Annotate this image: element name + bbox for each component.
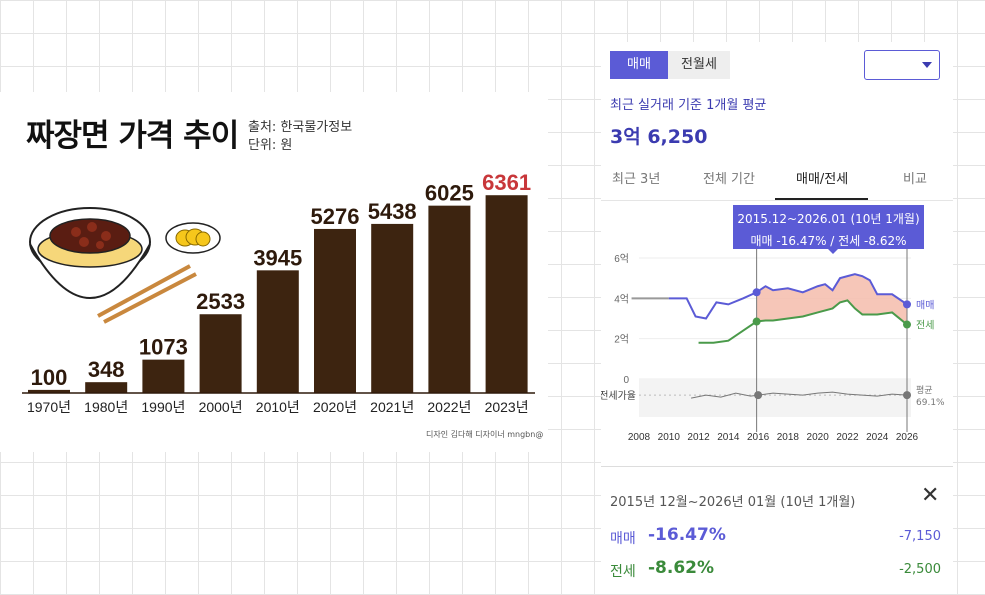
bar-value-label: 2533: [196, 289, 245, 314]
summary-maemae-abs: -7,150: [899, 529, 941, 544]
range-tab-compare[interactable]: 비교: [903, 172, 927, 187]
avg-price-label: 최근 실거래 기준 1개월 평균: [610, 98, 767, 113]
bar-value-label: 3945: [253, 245, 302, 270]
price-panel: 매매 전월세 최근 실거래 기준 1개월 평균 3억 6,250 최근 3년 전…: [601, 42, 953, 594]
ratio-end-value: 69.1%: [916, 398, 945, 408]
ratio-band-bg: [639, 379, 911, 417]
jjajangmyeon-bowl-illustration: [29, 207, 197, 324]
category-label: 2023년: [485, 399, 529, 415]
bar-value-label: 6361: [482, 170, 531, 195]
tooltip-arrow: [828, 249, 838, 254]
y-tick-label: 0: [623, 375, 629, 386]
category-label: 1980년: [84, 399, 128, 415]
매매-marker: [903, 300, 911, 309]
y-tick-label: 4억: [614, 293, 629, 305]
tab-maemae[interactable]: 매매: [610, 51, 668, 79]
x-tick-label: 2026: [896, 432, 919, 443]
unit-label: 단위: 원: [248, 138, 293, 153]
range-tab-maemae-jeonse[interactable]: 매매/전세: [796, 172, 849, 187]
bar-2010년: [256, 270, 299, 393]
tab-jeonwolse[interactable]: 전월세: [668, 51, 730, 79]
bar-1990년: [142, 359, 185, 393]
bar-1980년: [85, 382, 128, 393]
x-tick-label: 2020: [807, 432, 830, 443]
y-tick-label: 6억: [614, 253, 629, 265]
ratio-axis-label: 전세가율: [601, 390, 636, 402]
x-tick-label: 2018: [777, 432, 800, 443]
매매-marker: [752, 288, 761, 297]
x-tick-label: 2008: [628, 432, 651, 443]
designer-credit: 디자인 김다해 디자이너 mngbn@: [426, 430, 544, 439]
price-gap-fill: [756, 274, 907, 325]
bar-2022년: [428, 205, 471, 393]
category-label: 2000년: [199, 399, 243, 415]
maemae-line: [668, 273, 908, 320]
caret-down-icon: [922, 62, 932, 68]
전세-marker: [752, 317, 761, 326]
x-tick-label: 2014: [717, 432, 740, 443]
bar-value-label: 100: [31, 365, 68, 390]
bar-2021년: [371, 223, 414, 393]
area-dropdown[interactable]: [864, 50, 940, 80]
bar-value-label: 348: [88, 357, 125, 382]
category-label: 2021년: [370, 399, 414, 415]
summary-jeonse-label: 전세: [610, 564, 636, 580]
ratio-line: [691, 391, 908, 399]
source-label: 출처: 한국물가정보: [248, 120, 353, 135]
y-tick-label: 2억: [614, 334, 629, 346]
summary-jeonse-abs: -2,500: [899, 562, 941, 577]
maemae-end-label: 매매: [916, 299, 934, 311]
price-bar-chart: 100 1970년 348 1980년 1073 1990년 2533 2000년 3945 20…: [22, 170, 535, 415]
bar-2020년: [314, 228, 356, 393]
x-tick-label: 2012: [687, 432, 710, 443]
range-tab-all[interactable]: 전체 기간: [703, 172, 755, 187]
x-tick-label: 2024: [866, 432, 889, 443]
x-tick-label: 2022: [836, 432, 859, 443]
summary-jeonse-pct: -8.62%: [648, 558, 715, 578]
jeonse-line: [698, 299, 908, 344]
category-label: 2022년: [427, 399, 471, 415]
bar-2000년: [199, 314, 242, 393]
range-tooltip: 2015.12~2026.01 (10년 1개월) 매매 -16.47% / 전…: [733, 205, 924, 249]
summary-period: 2015년 12월~2026년 01월 (10년 1개월): [610, 495, 856, 510]
bar-value-label: 6025: [425, 181, 474, 206]
chart-title: 짜장면 가격 추이: [26, 118, 239, 154]
active-tab-underline: [775, 198, 868, 200]
전세-marker: [903, 320, 911, 329]
category-label: 2010년: [256, 399, 300, 415]
summary-maemae-label: 매매: [610, 531, 636, 547]
bar-2023년: [485, 195, 528, 393]
x-tick-label: 2010: [658, 432, 681, 443]
price-trend-chart[interactable]: 6억 4억 2억 0 2008 2010 2012 2014 2016 2018 2020 2022 2…: [601, 42, 953, 462]
category-label: 1970년: [27, 399, 71, 415]
bar-value-label: 1073: [139, 335, 188, 360]
전세가율-marker: [754, 391, 763, 400]
jeonse-end-label: 전세: [916, 320, 934, 332]
bar-value-label: 5276: [311, 204, 360, 229]
pickled-radish-dish: [165, 222, 221, 254]
avg-price-value: 3억 6,250: [610, 126, 708, 148]
category-label: 2020년: [313, 399, 357, 415]
bar-1970년: [28, 389, 70, 393]
tooltip-period: 2015.12~2026.01 (10년 1개월): [737, 212, 920, 226]
range-tab-recent-3y[interactable]: 최근 3년: [612, 172, 661, 187]
divider: [601, 200, 953, 201]
change-summary: 2015년 12월~2026년 01월 (10년 1개월) ✕ 매매 -16.4…: [601, 466, 953, 595]
tooltip-change: 매매 -16.47% / 전세 -8.62%: [750, 234, 907, 248]
bar-value-label: 5438: [368, 199, 417, 224]
x-tick-label: 2016: [747, 432, 770, 443]
ratio-end-label: 평균: [916, 385, 933, 396]
category-label: 1990년: [141, 399, 185, 415]
전세가율-marker: [903, 391, 911, 400]
close-icon[interactable]: ✕: [921, 483, 940, 508]
summary-maemae-pct: -16.47%: [648, 525, 726, 545]
jjajang-chart-card: 짜장면 가격 추이 출처: 한국물가정보 단위: 원 100 1970년 348 19…: [0, 92, 548, 452]
